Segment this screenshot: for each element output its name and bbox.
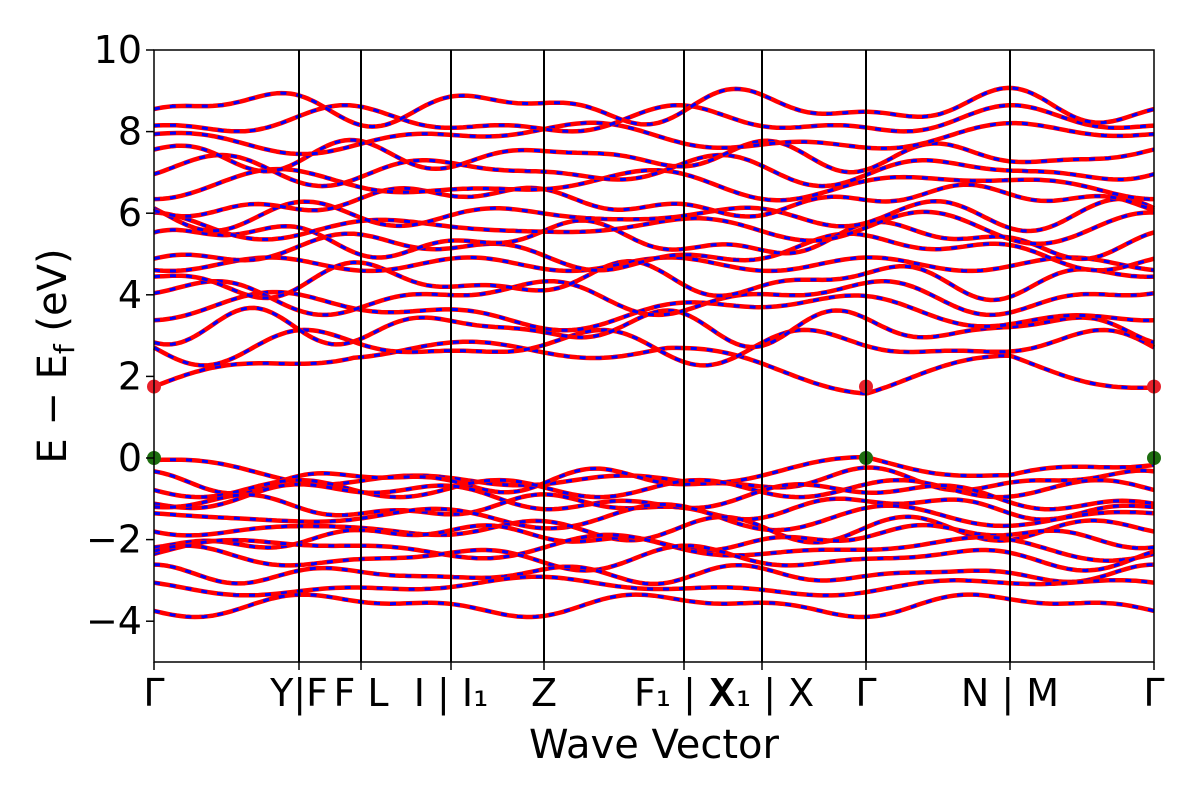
bands-group: [152, 85, 1156, 620]
y-tick-label-7: 10: [94, 28, 142, 72]
y-tick-label-6: 8: [118, 110, 142, 154]
vertical-lines-group: [298, 50, 1011, 662]
band-line-blue-25: [153, 167, 1154, 202]
band-line-blue-22: [153, 210, 1154, 246]
plot-area: [147, 49, 1161, 663]
y-axis-ticks: −4 −2 0 2 4 6 8 10: [86, 28, 154, 643]
band-line-red-12: [153, 592, 1155, 620]
band-line-red-10: [153, 562, 1155, 587]
x-tick-label-8: N | M: [961, 671, 1059, 716]
band-line-blue-6: [153, 515, 1155, 544]
x-tick-label-6: X₁ | X: [710, 671, 814, 716]
x-axis-ticks: Γ Y|F F L I | I₁ Z F₁ | XX₁ | X Γ N | M Γ: [143, 662, 1165, 716]
y-tick-label-1: −2: [86, 518, 142, 562]
band-line-red-30: [153, 85, 1155, 129]
x-tick-label-2: F L: [333, 671, 388, 715]
band-line-blue-14: [153, 328, 1155, 367]
band-line-blue-23: [153, 197, 1155, 233]
band-line-red-28: [153, 120, 1155, 157]
y-tick-label-3: 2: [118, 354, 142, 398]
band-line-blue-16: [153, 290, 1155, 332]
band-line-blue-11: [153, 575, 1155, 597]
y-tick-label-5: 6: [118, 191, 142, 235]
x-tick-label-7: Γ: [855, 671, 876, 715]
y-axis-label-sub: f: [48, 343, 81, 354]
band-line-blue-28: [153, 121, 1155, 156]
y-tick-label-4: 4: [118, 273, 142, 317]
band-line-blue-26: [153, 153, 1155, 188]
y-tick-label-2: 0: [118, 436, 142, 480]
x-axis-label: Wave Vector: [529, 722, 780, 768]
y-axis-label-main: E − E: [30, 354, 76, 464]
band-line-red-9: [153, 543, 1155, 573]
band-line-blue-5: [153, 502, 1155, 532]
band-line-red-29: [153, 102, 1155, 134]
band-line-blue-24: [153, 183, 1155, 219]
band-line-red-21: [153, 218, 1155, 262]
x-tick-label-3: I | I₁: [414, 671, 489, 716]
band-line-red-4: [153, 492, 1155, 522]
band-line-blue-1: [153, 465, 1155, 495]
x-tick-label-4: Z: [531, 671, 557, 715]
band-line-blue-15: [153, 306, 1155, 349]
band-line-blue-13: [153, 340, 1155, 395]
band-line-blue-20: [153, 232, 1155, 272]
band-line-red-8: [153, 532, 1155, 563]
y-axis-label-unit: (eV): [30, 248, 76, 344]
band-line-blue-29: [153, 103, 1155, 133]
band-line-blue-27: [153, 138, 1155, 174]
y-axis-label: E − Ef (eV): [30, 248, 81, 463]
x-tick-label-1: Y|F: [269, 671, 328, 716]
y-tick-label-0: −4: [86, 599, 142, 643]
x-tick-label-9: Γ: [1143, 671, 1164, 715]
band-line-red-17: [153, 278, 1155, 318]
axes-frame: [153, 49, 1155, 663]
x-tick-label-0: Γ: [143, 671, 164, 715]
x-tick-label-5: F₁ | X: [634, 671, 734, 716]
band-line-red-18: [153, 259, 1155, 303]
